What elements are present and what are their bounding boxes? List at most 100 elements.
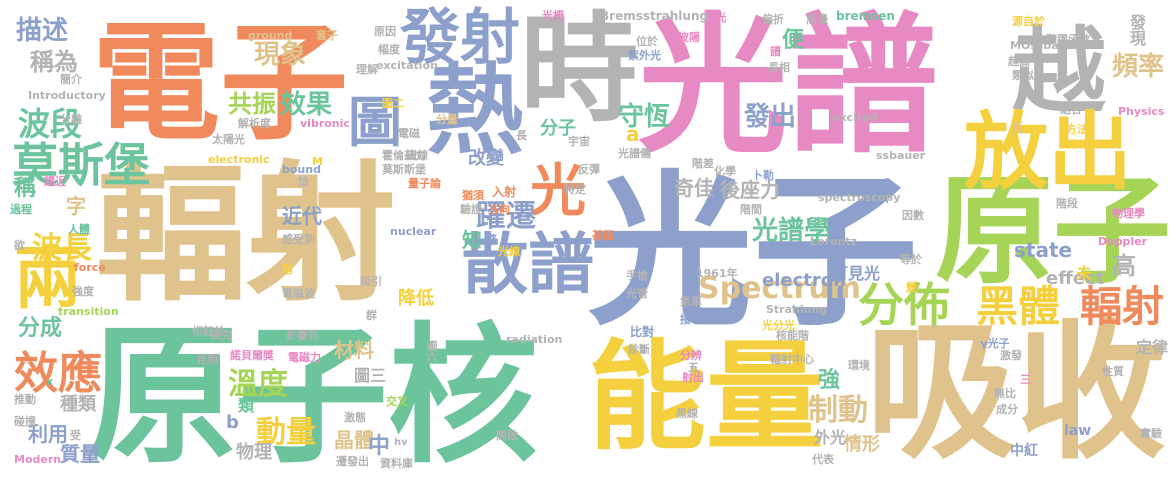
word: Lorentz	[810, 235, 857, 248]
word: 因數	[902, 209, 924, 222]
word: 來得	[710, 235, 732, 248]
word: 譜線	[406, 149, 428, 162]
word: 原因	[374, 25, 396, 38]
word: 圖三	[354, 366, 387, 385]
word: 電磁	[398, 127, 420, 140]
word: 中紅	[1010, 443, 1038, 459]
word: electron	[762, 270, 846, 291]
word: 效果	[280, 90, 333, 120]
word: 實驗	[1140, 427, 1162, 440]
word: M	[312, 155, 323, 168]
word: 光柵	[542, 9, 564, 22]
word: 守恆	[618, 102, 671, 132]
word: 周邊	[806, 13, 828, 26]
word: 晶體	[334, 428, 374, 452]
word: γ光	[708, 11, 727, 24]
word: Doppler	[1098, 235, 1148, 248]
word: 黑線	[676, 407, 698, 420]
word: 奇佳	[674, 176, 714, 200]
word: 便	[782, 28, 805, 53]
word: spectroscopy	[818, 191, 901, 204]
word: 字	[66, 194, 86, 218]
word: 子彈	[684, 235, 706, 248]
word: b	[226, 412, 239, 433]
word: 階段	[1056, 197, 1078, 210]
word: Introductory	[28, 89, 106, 102]
word: 效應	[14, 348, 102, 399]
word: 電磁波	[282, 287, 315, 300]
word: 超高	[1008, 55, 1030, 68]
word: 欲	[14, 239, 25, 252]
word: 反彈	[578, 163, 600, 176]
word: 卜勒	[752, 169, 774, 182]
word: 制動	[808, 393, 868, 428]
word: 簡介	[60, 73, 82, 86]
word: 後座力	[720, 178, 780, 202]
word: 接收	[680, 313, 702, 326]
word: 圖	[348, 91, 402, 154]
word: 交叉	[386, 395, 408, 408]
word: 研究	[210, 329, 232, 342]
word: 核能階	[776, 329, 809, 342]
word: Strahlung	[766, 303, 828, 316]
word: MÖssbauer	[1010, 39, 1080, 52]
word: 散譜	[462, 226, 594, 303]
word: 波長	[32, 231, 92, 266]
word: 手槍	[626, 269, 648, 282]
word: 強	[818, 368, 841, 393]
word: 吸收	[866, 306, 1167, 480]
word: 輻射中心	[770, 353, 814, 366]
word: 動量	[256, 415, 316, 450]
word: x	[46, 375, 54, 388]
word: 分量	[436, 113, 458, 126]
word: 套子	[316, 29, 338, 42]
word: state	[1014, 238, 1073, 262]
word: 1961年	[696, 267, 738, 280]
word: 近代	[282, 204, 322, 228]
word: 光子	[588, 156, 918, 348]
word: electronic	[208, 153, 270, 166]
word: 成分	[996, 403, 1018, 416]
word: Bremsstrahlung	[600, 9, 709, 23]
word: 稱為	[30, 48, 78, 76]
word: 共振	[228, 90, 276, 118]
word: a	[626, 122, 640, 146]
word: 分子	[540, 118, 576, 139]
word: nuclear	[390, 225, 437, 238]
word: 見到	[196, 353, 218, 366]
word: 波陽	[678, 31, 700, 44]
word: 太陽光	[212, 133, 245, 146]
word: 長相	[768, 61, 790, 74]
word: transition	[58, 305, 119, 318]
word: 放出	[964, 103, 1133, 201]
word: ΔE	[806, 315, 823, 328]
word: 人體	[68, 223, 90, 236]
word: 降低	[398, 288, 434, 309]
word: 方法	[1066, 123, 1088, 136]
word: 紫外光	[628, 49, 661, 62]
word: Physics	[1118, 105, 1165, 118]
word: 莫斯堡	[12, 138, 150, 192]
word: 發出	[744, 102, 797, 132]
word: 特定	[564, 183, 586, 196]
word: 趨近	[44, 175, 66, 188]
word: 化學	[714, 165, 736, 178]
word: 資料庫	[380, 457, 413, 470]
word: 影響到	[286, 329, 319, 342]
word: vibronic	[300, 117, 350, 130]
word: 分離	[60, 113, 82, 126]
word: 時	[520, 0, 639, 138]
word: 兩	[14, 240, 83, 319]
word: 定律	[1136, 338, 1169, 357]
word: 幅度	[378, 43, 400, 56]
word: 電子	[92, 9, 349, 158]
word: 稱	[14, 176, 37, 201]
word: 光	[530, 159, 586, 224]
word: 利用	[28, 422, 68, 446]
word: 發現	[1127, 14, 1146, 46]
word: 熱	[426, 54, 525, 168]
word: 電磁力	[288, 351, 321, 364]
word: 光分光	[762, 319, 795, 332]
word: 理解	[356, 63, 378, 76]
